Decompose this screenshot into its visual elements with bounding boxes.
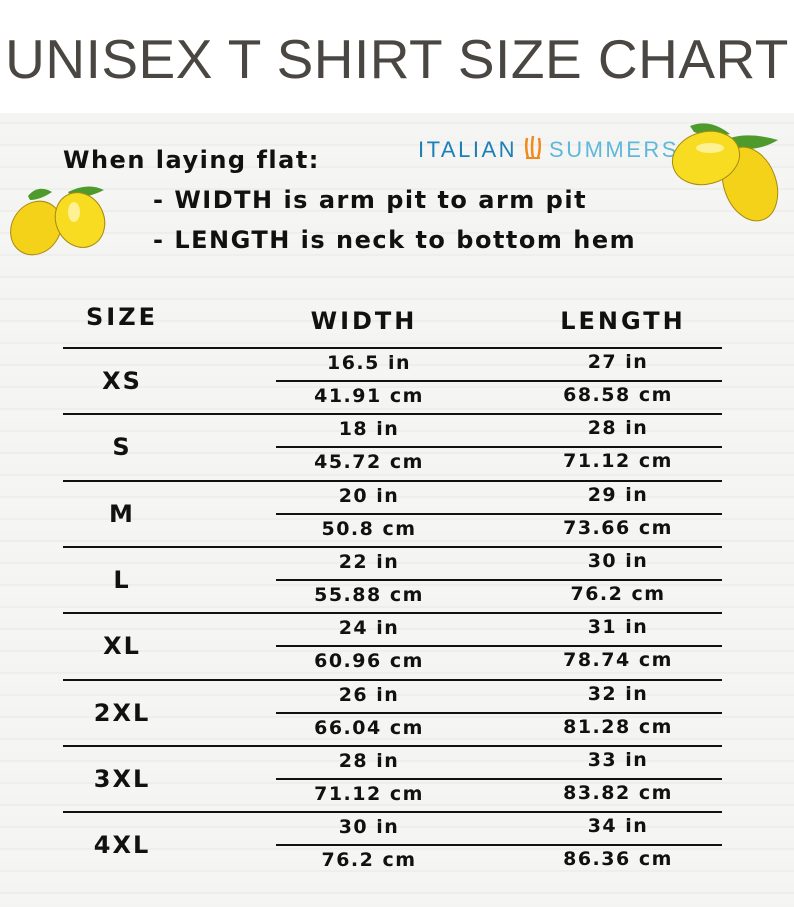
length-inches: 30 in (587, 549, 649, 572)
length-cm: 68.58 cm (563, 384, 673, 406)
width-cm: 76.2 cm (321, 849, 417, 872)
length-cm: 86.36 cm (563, 848, 673, 871)
header-size: SIZE (85, 303, 158, 331)
size-label: M (109, 499, 135, 528)
length-inches: 31 in (587, 616, 649, 639)
width-cm: 55.88 cm (314, 583, 424, 606)
unit-divider (276, 512, 722, 515)
row-divider (63, 347, 722, 349)
length-cm: 71.12 cm (563, 450, 673, 473)
logo-text-italian: ITALIAN (418, 137, 518, 162)
length-instruction: - LENGTH is neck to bottom hem (153, 226, 637, 254)
size-label: L (113, 565, 131, 594)
size-label: S (112, 433, 132, 462)
width-cm: 50.8 cm (321, 517, 417, 540)
length-cm: 73.66 cm (563, 516, 673, 539)
width-cm: 45.72 cm (314, 451, 424, 474)
row-divider (63, 678, 722, 681)
row-divider (63, 479, 722, 482)
width-inches: 28 in (338, 749, 400, 772)
length-inches: 27 in (587, 351, 649, 373)
width-inches: 24 in (338, 617, 400, 640)
row-divider (63, 413, 722, 416)
lemon-right-icon (671, 123, 779, 222)
row-divider (63, 545, 722, 548)
row-divider (63, 744, 722, 747)
size-label: 4XL (93, 831, 151, 860)
size-label: XL (103, 632, 141, 661)
width-inches: 22 in (338, 550, 400, 573)
width-inches: 20 in (338, 484, 400, 507)
size-label: 2XL (93, 698, 151, 727)
length-inches: 28 in (587, 417, 649, 440)
width-inches: 26 in (338, 683, 400, 706)
length-cm: 78.74 cm (563, 649, 673, 672)
unit-divider (276, 380, 722, 382)
unit-divider (276, 645, 722, 648)
logo-text-summers: SUMMERS (549, 137, 679, 162)
length-cm: 83.82 cm (563, 781, 673, 804)
title-band: UNISEX T SHIRT SIZE CHART (0, 0, 794, 113)
width-cm: 66.04 cm (314, 716, 424, 739)
width-cm: 41.91 cm (314, 385, 424, 407)
wood-background (0, 113, 794, 907)
width-cm: 71.12 cm (314, 782, 424, 805)
length-cm: 76.2 cm (570, 582, 666, 605)
header-length: LENGTH (560, 307, 686, 335)
length-inches: 33 in (587, 748, 649, 771)
length-cm: 81.28 cm (563, 715, 673, 738)
unit-divider (276, 777, 722, 780)
width-instruction: - WIDTH is arm pit to arm pit (153, 186, 588, 214)
width-cm: 60.96 cm (314, 650, 424, 673)
length-inches: 32 in (587, 682, 649, 705)
flame-icon (524, 136, 542, 159)
lemon-left-icon (10, 186, 106, 256)
length-inches: 34 in (587, 815, 649, 838)
page-title: UNISEX T SHIRT SIZE CHART (5, 28, 789, 90)
size-label: 3XL (93, 764, 151, 793)
unit-divider (276, 578, 722, 581)
row-divider (63, 811, 722, 814)
header-width: WIDTH (310, 307, 418, 335)
width-inches: 16.5 in (326, 352, 412, 374)
row-divider (63, 612, 722, 615)
unit-divider (276, 446, 722, 449)
unit-divider (276, 844, 722, 847)
width-inches: 18 in (338, 418, 400, 441)
unit-divider (276, 711, 722, 714)
instructions-heading: When laying flat: (63, 146, 320, 174)
length-inches: 29 in (587, 483, 649, 506)
size-label: XS (102, 367, 142, 395)
width-inches: 30 in (338, 816, 400, 839)
brand-logo: ITALIAN SUMMERS (418, 136, 679, 163)
